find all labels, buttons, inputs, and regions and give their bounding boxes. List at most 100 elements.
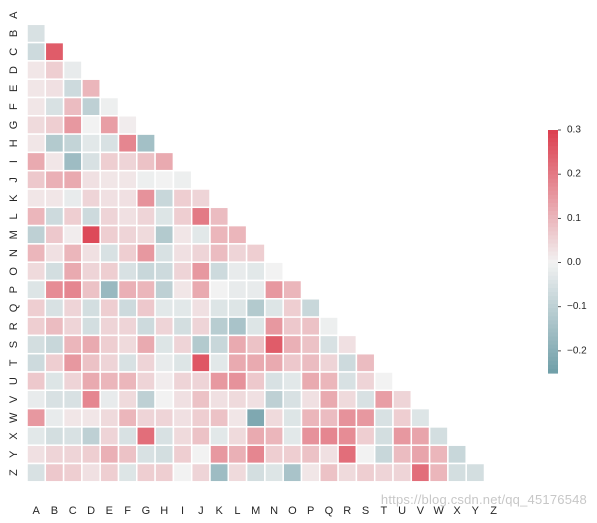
- heatmap-cell-I-H: [154, 151, 175, 172]
- heatmap-cell-U-S: [355, 371, 376, 392]
- heatmap-cell-P-F: [117, 279, 138, 300]
- heatmap-cell-S-Q: [319, 334, 339, 355]
- heatmap-cell-L-E: [99, 206, 120, 227]
- y-tick-label-V: V: [8, 395, 20, 403]
- heatmap-cell-W-H: [154, 407, 175, 428]
- heatmap-cell-X-W: [428, 426, 449, 446]
- heatmap-cell-P-C: [62, 279, 83, 300]
- heatmap-cell-I-D: [81, 151, 101, 172]
- heatmap-cell-S-B: [44, 334, 65, 355]
- heatmap-cell-V-O: [282, 389, 303, 410]
- heatmap-cell-Y-G: [136, 444, 156, 465]
- heatmap-cell-N-C: [62, 243, 83, 263]
- heatmap-cell-Z-X: [447, 462, 467, 483]
- heatmap-cell-Q-B: [44, 298, 65, 318]
- heatmap-cell-V-J: [190, 389, 211, 410]
- heatmap-cell-Z-M: [245, 462, 266, 483]
- colorbar-segment: [548, 142, 558, 147]
- heatmap-cell-H-B: [44, 133, 65, 154]
- heatmap-cells: [26, 23, 486, 483]
- heatmap-cell-Z-Y: [465, 462, 486, 483]
- heatmap-cell-O-H: [154, 261, 175, 282]
- x-tick-label-Q: Q: [325, 505, 334, 517]
- heatmap-cell-Z-H: [154, 462, 175, 483]
- heatmap-cell-X-H: [154, 426, 175, 446]
- colorbar-segment: [548, 178, 558, 184]
- heatmap-cell-R-G: [136, 316, 156, 337]
- x-tick-label-R: R: [343, 505, 351, 517]
- heatmap-cell-O-C: [62, 261, 83, 282]
- heatmap-cell-L-F: [117, 206, 138, 227]
- heatmap-cell-Z-P: [300, 462, 321, 483]
- y-tick-label-R: R: [8, 322, 20, 330]
- heatmap-cell-Q-F: [117, 298, 138, 318]
- heatmap-cell-K-E: [99, 188, 120, 209]
- heatmap-cell-Y-T: [373, 444, 394, 465]
- heatmap-cell-R-O: [282, 316, 303, 337]
- heatmap-cell-U-P: [300, 371, 321, 392]
- heatmap-cell-O-N: [264, 261, 284, 282]
- heatmap-cell-V-M: [245, 389, 266, 410]
- heatmap-cell-X-J: [190, 426, 211, 446]
- heatmap-cell-S-G: [136, 334, 156, 355]
- heatmap-cell-W-D: [81, 407, 101, 428]
- heatmap-cell-Y-U: [392, 444, 413, 465]
- colorbar-segment: [548, 364, 558, 370]
- x-tick-label-L: L: [234, 505, 240, 517]
- heatmap-cell-P-I: [172, 279, 193, 300]
- heatmap-cell-Z-I: [172, 462, 193, 483]
- heatmap-cell-S-R: [337, 334, 358, 355]
- heatmap-cell-Z-O: [282, 462, 303, 483]
- heatmap-cell-K-G: [136, 188, 156, 209]
- heatmap-cell-Q-M: [245, 298, 266, 318]
- heatmap-cell-V-F: [117, 389, 138, 410]
- heatmap-cell-R-F: [117, 316, 138, 337]
- heatmap-cell-U-H: [154, 371, 175, 392]
- heatmap-cell-X-I: [172, 426, 193, 446]
- heatmap-cell-I-B: [44, 151, 65, 172]
- heatmap-cell-V-N: [264, 389, 284, 410]
- x-tick-label-M: M: [251, 505, 260, 517]
- heatmap-cell-Z-T: [373, 462, 394, 483]
- heatmap-cell-W-N: [264, 407, 284, 428]
- heatmap-cell-G-C: [62, 115, 83, 135]
- colorbar-segment: [548, 182, 558, 188]
- heatmap-cell-U-I: [172, 371, 193, 392]
- heatmap-cell-M-E: [99, 224, 120, 245]
- heatmap-cell-C-A: [26, 41, 47, 62]
- colorbar-segment: [548, 170, 558, 176]
- x-tick-label-H: H: [160, 505, 168, 517]
- heatmap-cell-R-K: [209, 316, 230, 337]
- heatmap-cell-W-F: [117, 407, 138, 428]
- heatmap-cell-P-D: [81, 279, 101, 300]
- heatmap-cell-Y-A: [26, 444, 47, 465]
- heatmap-cell-C-B: [44, 41, 65, 62]
- y-tick-label-L: L: [8, 213, 20, 219]
- heatmap-cell-X-K: [209, 426, 230, 446]
- heatmap-cell-T-O: [282, 352, 303, 373]
- colorbar-segment: [548, 263, 558, 269]
- heatmap-cell-X-B: [44, 426, 65, 446]
- heatmap-cell-F-D: [81, 96, 101, 117]
- heatmap-cell-M-L: [227, 224, 248, 245]
- heatmap-cell-Q-N: [264, 298, 284, 318]
- heatmap-cell-P-H: [154, 279, 175, 300]
- colorbar-segment: [548, 158, 558, 163]
- heatmap-cell-E-D: [81, 78, 101, 99]
- heatmap-cell-U-N: [264, 371, 284, 392]
- heatmap-cell-D-A: [26, 60, 47, 80]
- y-tick-label-S: S: [8, 341, 20, 348]
- heatmap-cell-W-R: [337, 407, 358, 428]
- heatmap-cell-V-E: [99, 389, 120, 410]
- heatmap-cell-O-L: [227, 261, 248, 282]
- colorbar-segment: [548, 344, 558, 350]
- heatmap-cell-P-M: [245, 279, 266, 300]
- heatmap-cell-R-J: [190, 316, 211, 337]
- heatmap-cell-M-K: [209, 224, 230, 245]
- heatmap-cell-D-C: [62, 60, 83, 80]
- y-tick-label-O: O: [8, 267, 20, 276]
- heatmap-cell-T-F: [117, 352, 138, 373]
- heatmap-cell-P-A: [26, 279, 47, 300]
